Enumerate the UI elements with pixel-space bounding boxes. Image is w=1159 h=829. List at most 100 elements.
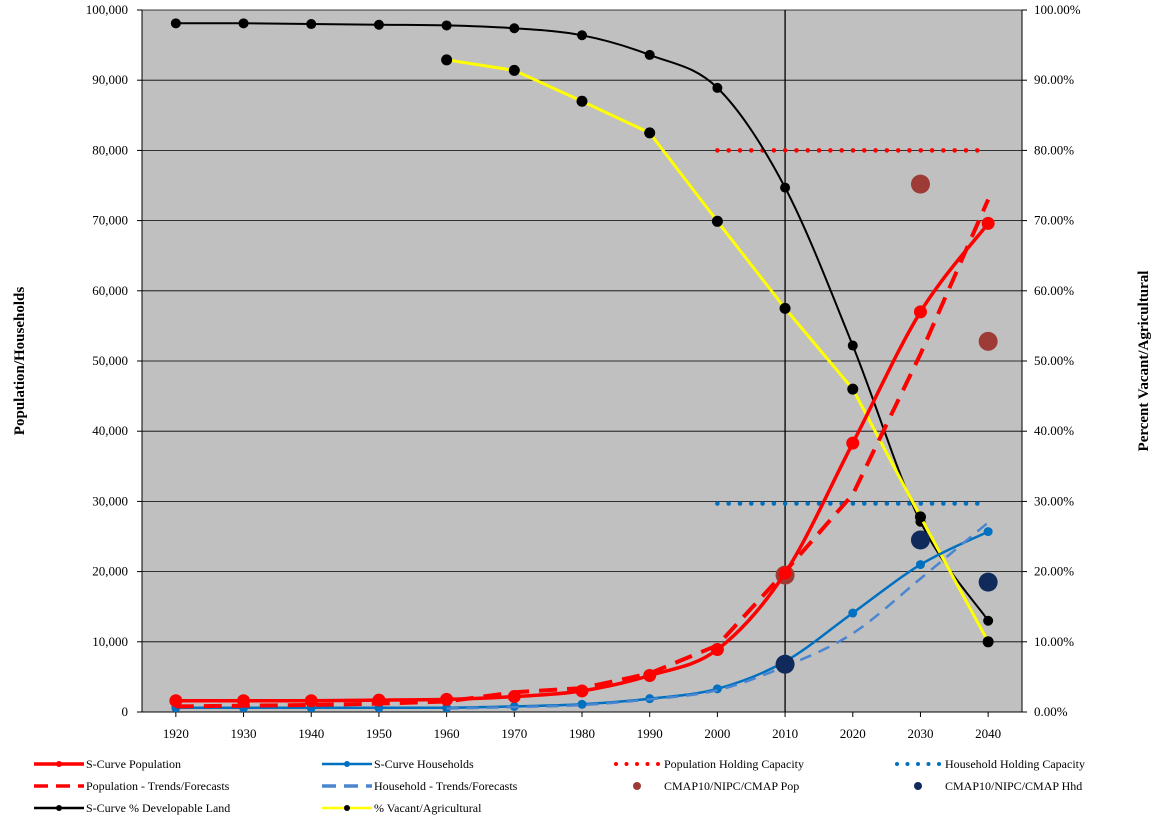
y2-tick-label: 20.00% [1034, 564, 1074, 579]
legend-label: CMAP10/NIPC/CMAP Hhd [945, 779, 1082, 793]
data-point [577, 30, 587, 41]
legend-swatch-dot [645, 762, 650, 766]
series-household-holding-capacity [715, 501, 980, 506]
data-point [847, 340, 858, 351]
x-tick-label: 1950 [366, 726, 392, 741]
x-tick-label: 1960 [434, 726, 460, 741]
y2-tick-label: 30.00% [1034, 493, 1074, 508]
x-tick-label: 1990 [637, 726, 663, 741]
capacity-dot [794, 148, 799, 153]
x-tick-label: 1920 [163, 726, 189, 741]
series-line [174, 221, 990, 703]
y-tick-label: 80,000 [92, 142, 128, 157]
series-s-curve-developable-land [170, 18, 994, 626]
data-point [644, 127, 656, 139]
capacity-dot [782, 501, 788, 506]
legend-swatch-marker [914, 782, 922, 790]
grid-lines [142, 9, 1022, 643]
y-tick-label: 100,000 [86, 2, 128, 17]
data-point [846, 436, 860, 450]
x-tick-label: 2000 [704, 726, 730, 741]
capacity-dot [974, 501, 980, 506]
capacity-dot [839, 148, 844, 153]
y-tick-label: 40,000 [92, 423, 128, 438]
y2-tick-label: 100.00% [1034, 2, 1081, 17]
capacity-dot [737, 148, 743, 153]
legend-item-s-curve-population: S-Curve Population [34, 757, 181, 771]
capacity-dot [963, 148, 969, 153]
x-tick-label: 2020 [840, 726, 866, 741]
x-tick-label: 1980 [569, 726, 595, 741]
legend-label: CMAP10/NIPC/CMAP Pop [664, 779, 799, 793]
legend-label: S-Curve % Developable Land [86, 801, 230, 815]
legend-swatch-dot [916, 762, 920, 766]
capacity-dot [782, 148, 788, 153]
y-tick-label: 70,000 [92, 213, 128, 228]
capacity-dot [748, 501, 754, 506]
x-tick-label: 2040 [975, 726, 1001, 741]
data-point [238, 18, 249, 29]
capacity-dot [715, 148, 720, 153]
legend-swatch-dot [926, 762, 931, 766]
capacity-dot [929, 501, 935, 506]
legend-swatch-marker [344, 805, 350, 811]
capacity-dot [974, 148, 980, 153]
legend-swatch-dot [635, 762, 639, 766]
data-point [982, 636, 994, 648]
data-point [913, 305, 927, 319]
legend-swatch-dot [624, 762, 629, 766]
data-point [711, 215, 723, 227]
legend-item-s-curve-developable-land: S-Curve % Developable Land [34, 801, 230, 815]
legend-item-population-holding-capacity: Population Holding Capacity [614, 757, 804, 771]
y-tick-label: 0 [122, 704, 129, 719]
y2-tick-label: 50.00% [1034, 353, 1074, 368]
data-point [775, 654, 795, 674]
y-tick-label: 60,000 [92, 283, 128, 298]
data-point [440, 692, 454, 706]
series-vacant-agricultural [441, 54, 994, 648]
capacity-dot [794, 501, 799, 506]
capacity-dot [873, 501, 878, 506]
capacity-dot [895, 501, 901, 506]
series-line [175, 198, 991, 709]
y2-tick-label: 80.00% [1034, 142, 1074, 157]
capacity-dot [816, 501, 822, 506]
capacity-dot [941, 148, 946, 153]
capacity-dot [850, 501, 856, 506]
data-point [170, 18, 181, 29]
legend-item-s-curve-households: S-Curve Households [322, 757, 474, 771]
data-point [441, 54, 453, 66]
capacity-dot [941, 501, 946, 506]
data-point [712, 82, 723, 93]
capacity-dot [771, 148, 777, 153]
data-point [983, 615, 994, 626]
data-point [441, 20, 452, 31]
series-population-trends-forecasts [175, 198, 991, 709]
data-point [169, 694, 183, 708]
legend-swatch-dot [656, 762, 660, 766]
legend-label: S-Curve Households [374, 757, 474, 771]
capacity-dot [748, 148, 754, 153]
legend-label: Population - Trends/Forecasts [86, 779, 230, 793]
legend-item-cmap10-nipc-cmap-hhd: CMAP10/NIPC/CMAP Hhd [914, 779, 1082, 793]
capacity-dot [929, 148, 935, 153]
x-tick-label: 1930 [231, 726, 257, 741]
capacity-dot [816, 148, 822, 153]
x-tick-label: 1970 [501, 726, 527, 741]
legend-item-cmap10-nipc-cmap-pop: CMAP10/NIPC/CMAP Pop [633, 779, 799, 793]
legend-swatch-marker [56, 805, 62, 811]
legend-label: Population Holding Capacity [664, 757, 804, 771]
y2-tick-label: 70.00% [1034, 213, 1074, 228]
capacity-dot [952, 501, 957, 506]
legend-swatch-marker [56, 761, 62, 767]
data-point [577, 699, 587, 709]
series-cmap10-nipc-cmap-hhd [775, 530, 998, 674]
data-point [915, 560, 925, 570]
data-point [978, 331, 998, 351]
capacity-dot [805, 501, 811, 506]
data-point [508, 64, 520, 76]
series-household-trends-forecasts [446, 521, 989, 710]
series-line [446, 521, 989, 710]
y2-tick-label: 40.00% [1034, 423, 1074, 438]
series-line [174, 22, 990, 622]
